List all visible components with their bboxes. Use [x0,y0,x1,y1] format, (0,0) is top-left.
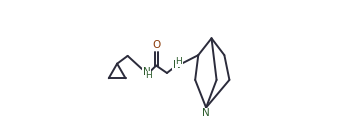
Text: H: H [145,71,152,80]
Text: N: N [143,67,151,77]
Text: O: O [152,40,160,50]
Text: H: H [175,57,182,66]
Text: N: N [173,60,180,70]
Text: N: N [202,108,210,118]
